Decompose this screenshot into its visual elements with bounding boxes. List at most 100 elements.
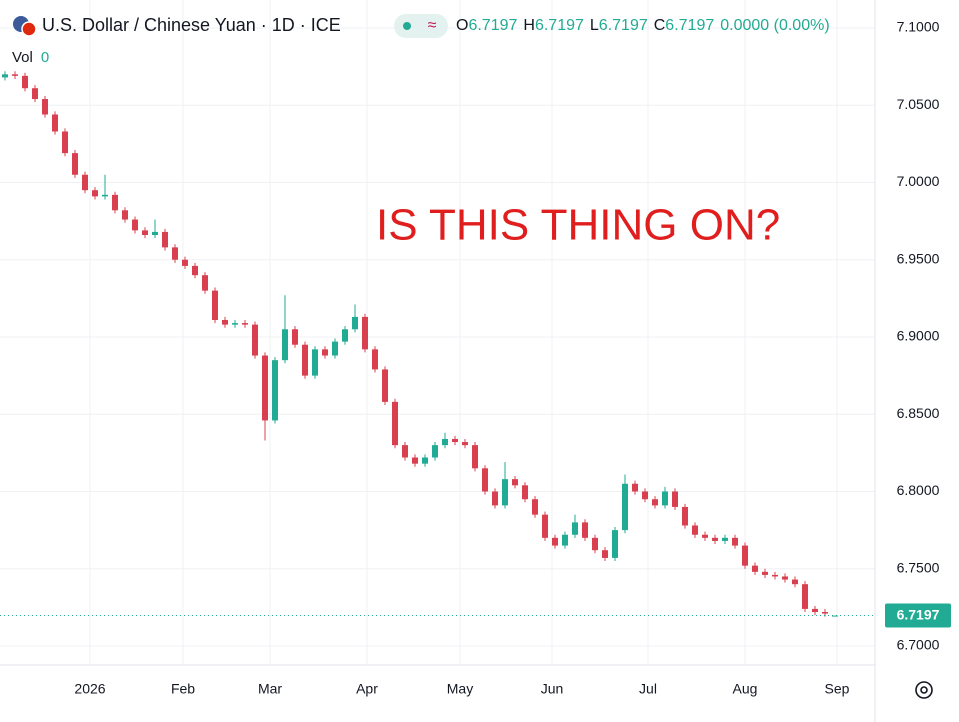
candle-body [502, 479, 508, 506]
candle-body [732, 537, 738, 546]
candle-body [492, 491, 498, 506]
candle-body [612, 530, 618, 558]
candle-body [352, 316, 358, 330]
svg-text:≈: ≈ [428, 17, 437, 34]
chart-title: U.S. Dollar / Chinese Yuan · 1D · ICE [42, 15, 341, 35]
candle-body [222, 319, 228, 325]
x-tick-label: Feb [171, 681, 195, 697]
candle-body [262, 355, 268, 421]
candle-body [532, 499, 538, 515]
y-tick-label: 6.9500 [897, 250, 940, 266]
candle-body [32, 88, 38, 100]
candle-body [802, 584, 808, 609]
candle-body [322, 349, 328, 356]
y-tick-label: 6.7000 [897, 637, 940, 653]
y-tick-label: 6.7500 [897, 559, 940, 575]
candle-body [252, 324, 258, 356]
candle-body [602, 550, 608, 558]
candle-body [762, 571, 768, 575]
candle-body [132, 219, 138, 231]
candle-body [772, 574, 778, 577]
x-tick-label: Jun [541, 681, 564, 697]
ohlc-value: 6.7197 [468, 17, 517, 34]
ohlc-label: O [456, 17, 468, 34]
candle-body [282, 329, 288, 361]
candle-body [92, 190, 98, 197]
candle-body [192, 265, 198, 276]
ohlc-value: 6.7197 [535, 17, 584, 34]
candle-body [632, 483, 638, 492]
candle-body [512, 479, 518, 486]
settings-icon[interactable] [915, 681, 933, 699]
candle-body [662, 491, 668, 506]
candle-body [62, 131, 68, 154]
change: 0.0000 (0.00%) [720, 17, 829, 34]
candle-body [152, 231, 158, 236]
candle-body [622, 483, 628, 531]
candle-body [422, 457, 428, 464]
ohlc-value: 6.7197 [599, 17, 648, 34]
y-tick-label: 6.8000 [897, 482, 940, 498]
candle-body [822, 612, 828, 614]
candle-body [672, 491, 678, 507]
candle-body [2, 74, 8, 78]
candle-body [72, 153, 78, 175]
x-tick-label: Jul [639, 681, 657, 697]
candle-body [542, 514, 548, 538]
candle-body [312, 349, 318, 376]
candle-body [442, 438, 448, 446]
candle-body [712, 537, 718, 541]
x-tick-label: Sep [825, 681, 850, 697]
candle-body [572, 522, 578, 535]
candle-body [562, 534, 568, 546]
volume-name: Vol [12, 49, 33, 66]
candle-body [102, 194, 108, 197]
candle-body [332, 341, 338, 356]
candle-body [52, 114, 58, 132]
candle-body [122, 210, 128, 220]
candle-body [202, 275, 208, 291]
candle-body [552, 537, 558, 546]
candle-body [42, 99, 48, 115]
ohlc-readout: O6.7197 H6.7197 L6.7197 C6.7197 0.0000 (0.00… [456, 17, 830, 34]
candle-body [112, 194, 118, 211]
y-tick-label: 7.0000 [897, 173, 940, 189]
volume-value: 0 [41, 49, 49, 66]
candle-body [382, 369, 388, 402]
x-tick-label: Mar [258, 681, 282, 697]
candle-body [742, 545, 748, 566]
status-buttons[interactable]: ≈ [394, 14, 448, 38]
last-price-box [885, 603, 951, 628]
candle-body [482, 468, 488, 492]
candle-body [812, 608, 818, 613]
candle-body [392, 401, 398, 446]
candle-body [232, 323, 238, 325]
candle-body [362, 316, 368, 350]
candle-layer [2, 71, 838, 617]
candle-body [782, 576, 788, 580]
candle-body [582, 522, 588, 538]
candle-body [342, 329, 348, 342]
y-tick-label: 7.1000 [897, 19, 940, 35]
candle-body [162, 231, 168, 248]
y-tick-label: 6.8500 [897, 405, 940, 421]
candle-body [292, 329, 298, 345]
candle-body [472, 445, 478, 469]
candle-body [402, 445, 408, 458]
candle-body [82, 174, 88, 191]
candle-body [22, 75, 28, 89]
x-tick-label: May [447, 681, 473, 697]
candle-body [302, 344, 308, 376]
y-tick-label: 6.9000 [897, 328, 940, 344]
candle-body [682, 506, 688, 526]
candle-body [412, 457, 418, 464]
volume-label: Vol 0 [12, 49, 49, 66]
candle-body [242, 323, 248, 325]
candle-body [182, 259, 188, 266]
x-tick-label: 2026 [74, 681, 105, 697]
candle-body [522, 485, 528, 500]
candle-body [452, 438, 458, 443]
last-price-label: 6.7197 [897, 606, 940, 622]
